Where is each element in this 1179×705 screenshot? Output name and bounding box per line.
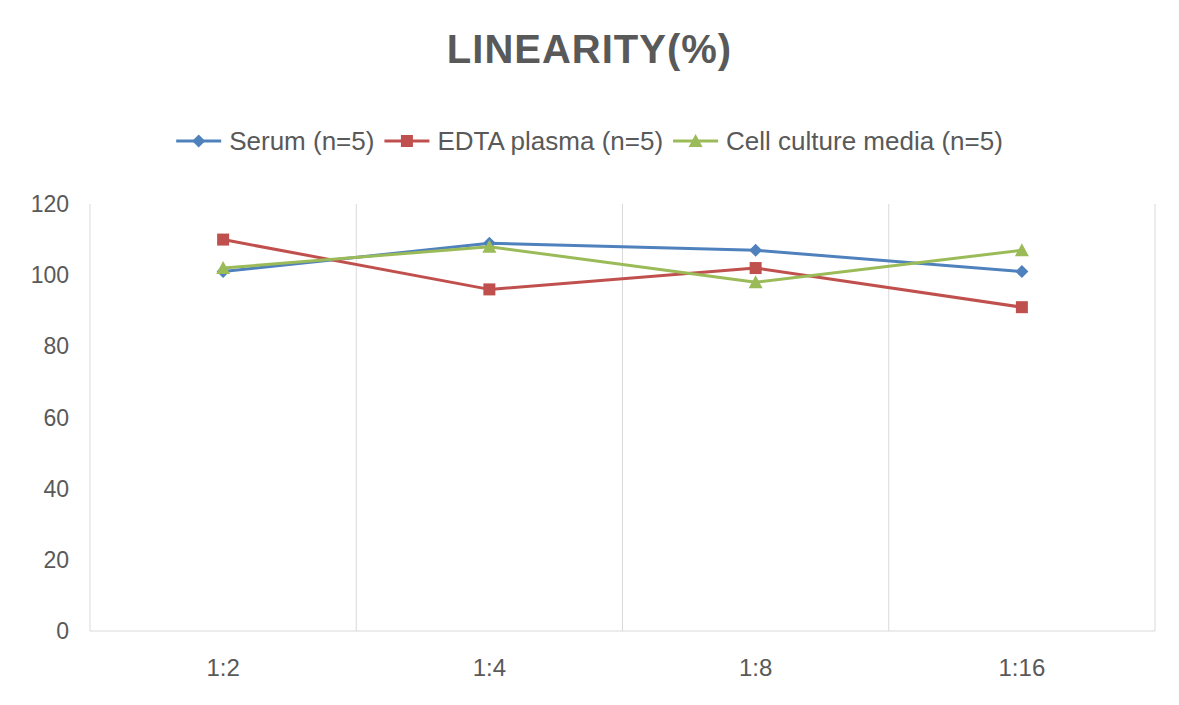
legend-marker xyxy=(401,135,413,147)
y-tick-label: 0 xyxy=(56,618,69,644)
data-point xyxy=(216,261,230,274)
legend: Serum (n=5) EDTA plasma (n=5) Cell culture… xyxy=(176,126,1003,156)
title: LINEARITY(%) xyxy=(447,27,732,71)
legend-label: Serum (n=5) xyxy=(229,126,374,156)
x-tick-label: 1:2 xyxy=(206,654,239,681)
series-line xyxy=(223,247,1022,283)
data-point xyxy=(749,244,762,257)
y-tick-label: 100 xyxy=(31,262,69,288)
chart: LINEARITY(%) 0 20 40 60 80 100 120 1:2 1:4 1:8 1:16… xyxy=(0,0,1179,705)
y-tick-label: 60 xyxy=(43,405,69,431)
background xyxy=(0,0,1179,705)
y-tick xyxy=(86,275,90,276)
x-tick-label: 1:4 xyxy=(473,654,506,681)
legend-label: EDTA plasma (n=5) xyxy=(437,126,663,156)
y-tick-label: 20 xyxy=(43,547,69,573)
data-point xyxy=(217,234,229,246)
y-tick xyxy=(86,488,90,489)
x-tick-label: 1:8 xyxy=(739,654,772,681)
y-tick-label: 40 xyxy=(43,476,69,502)
data-point xyxy=(482,240,496,253)
x-tick-label: 1:16 xyxy=(999,654,1046,681)
grid-line xyxy=(622,204,623,631)
y-tick xyxy=(86,204,90,205)
data-point xyxy=(1016,301,1028,313)
y-tick xyxy=(86,559,90,560)
y-tick xyxy=(86,631,90,632)
legend-label: Cell culture media (n=5) xyxy=(726,126,1003,156)
y-tick-label: 80 xyxy=(43,333,69,359)
y-tick xyxy=(86,346,90,347)
plot-area xyxy=(216,234,1029,314)
y-tick xyxy=(86,417,90,418)
data-point xyxy=(1015,265,1028,278)
y-tick-label: 120 xyxy=(31,191,69,217)
grid-line xyxy=(888,204,889,631)
data-point xyxy=(749,275,763,288)
grid-line xyxy=(356,204,357,631)
legend-marker xyxy=(689,134,703,147)
axis-line xyxy=(1155,204,1156,631)
data-point xyxy=(483,283,495,295)
data-point xyxy=(1015,243,1029,256)
series-line xyxy=(223,240,1022,308)
legend-marker xyxy=(192,135,205,148)
data-point xyxy=(750,262,762,274)
x-axis xyxy=(90,631,1155,632)
